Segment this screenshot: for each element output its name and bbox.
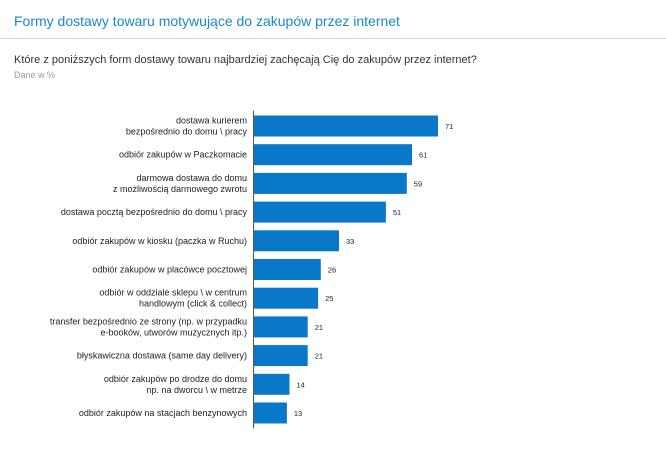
category-label: odbiór zakupów po drodze do domu np. na d…: [104, 374, 247, 395]
category-label-line: darmowa dostawa do domu: [136, 173, 247, 183]
value-label: 14: [297, 380, 305, 389]
category-label-line: odbiór zakupów na stacjach benzynowych: [79, 408, 247, 418]
bar: [253, 115, 438, 137]
category-label: dostawa kurierem bezpośrednio do domu \ p…: [126, 116, 248, 137]
value-labels: 71 61 59 51 33 26 25 21 21 14 13: [294, 122, 453, 418]
bar: [253, 230, 339, 252]
bar: [253, 316, 308, 338]
value-label: 33: [346, 237, 354, 246]
value-label: 59: [414, 179, 422, 188]
bar: [253, 345, 308, 367]
bar: [253, 402, 287, 424]
category-label: błyskawiczna dostawa (same day delivery): [77, 351, 247, 361]
category-label-line: odbiór zakupów w Paczkomacie: [119, 150, 247, 160]
value-label: 51: [393, 208, 401, 217]
bar: [253, 172, 407, 194]
category-label-line: e-booków, utworów muzycznych itp.): [100, 327, 247, 337]
value-label: 61: [419, 151, 427, 160]
category-label-line: z możliwością darmowego zwrotu: [113, 184, 247, 194]
value-label: 21: [315, 323, 323, 332]
value-label: 13: [294, 409, 302, 418]
category-label-line: odbiór zakupów w placówce pocztowej: [92, 265, 247, 275]
category-label: odbiór zakupów w kiosku (paczka w Ruchu): [72, 236, 247, 246]
category-label: odbiór w oddziale sklepu \ w centrum hand…: [99, 288, 247, 309]
value-label: 26: [328, 266, 336, 275]
category-label: odbiór zakupów na stacjach benzynowych: [79, 408, 247, 418]
bar: [253, 373, 290, 395]
category-labels: dostawa kurierem bezpośrednio do domu \ p…: [50, 116, 248, 419]
category-label-line: bezpośrednio do domu \ pracy: [126, 127, 248, 137]
category-label: transfer bezpośrednio ze strony (np. w p…: [50, 316, 247, 337]
category-label-line: odbiór w oddziale sklepu \ w centrum: [99, 288, 247, 298]
category-label-line: handlowym (click & collect): [139, 299, 247, 309]
category-label-line: dostawa kurierem: [176, 116, 247, 126]
survey-question: Które z poniższych form dostawy towaru n…: [14, 54, 477, 66]
value-label: 25: [325, 294, 333, 303]
value-label: 21: [315, 352, 323, 361]
category-label-line: np. na dworcu \ w metrze: [146, 385, 247, 395]
bar: [253, 287, 319, 309]
category-label-line: odbiór zakupów w kiosku (paczka w Ruchu): [72, 236, 247, 246]
data-unit-note: Dane w %: [14, 70, 56, 80]
page-title: Formy dostawy towaru motywujące do zakup…: [14, 13, 400, 29]
value-label: 71: [445, 122, 453, 131]
category-label-line: odbiór zakupów po drodze do domu: [104, 374, 247, 384]
category-label-line: błyskawiczna dostawa (same day delivery): [77, 351, 247, 361]
category-label: odbiór zakupów w Paczkomacie: [119, 150, 247, 160]
category-label: darmowa dostawa do domu z możliwością dar…: [113, 173, 247, 194]
category-label: odbiór zakupów w placówce pocztowej: [92, 265, 247, 275]
category-label: dostawa pocztą bezpośrednio do domu \ pr…: [61, 207, 248, 217]
category-label-line: dostawa pocztą bezpośrednio do domu \ pr…: [61, 207, 248, 217]
bar: [253, 201, 386, 223]
title-divider: [0, 38, 666, 39]
bar: [253, 144, 412, 166]
bar: [253, 259, 321, 280]
category-label-line: transfer bezpośrednio ze strony (np. w p…: [50, 316, 247, 326]
bars: [253, 115, 438, 424]
